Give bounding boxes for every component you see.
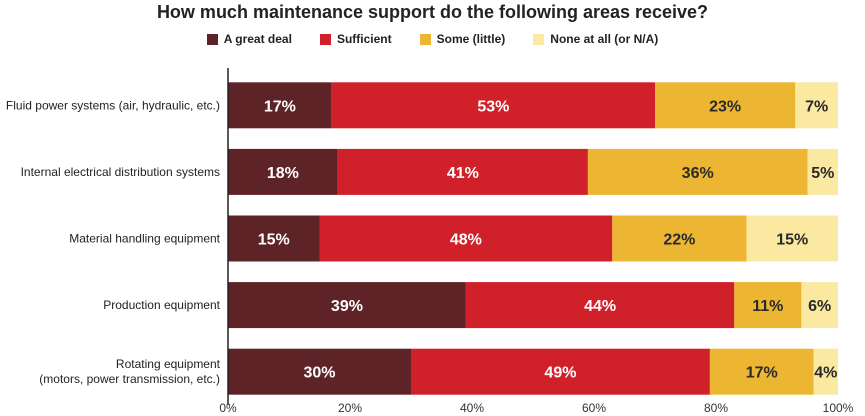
data-label: 17% [746,365,778,382]
data-label: 18% [267,165,299,182]
x-tick-label: 60% [582,401,606,415]
data-label: 44% [584,298,616,315]
data-label: 49% [544,365,576,382]
bar-segment [734,282,802,329]
x-tick-label: 80% [704,401,728,415]
data-label: 7% [805,98,828,115]
data-label: 41% [447,165,479,182]
bar-segment [612,215,747,262]
bar-segment [655,82,796,129]
legend-swatch [533,33,545,45]
legend-item: None at all (or N/A) [533,32,658,46]
bar-segment [587,148,808,195]
bar-segment [801,282,838,329]
data-label: 15% [258,232,290,249]
data-label: 11% [752,298,783,315]
data-label: 30% [303,365,335,382]
data-label: 23% [709,98,741,115]
bar-segment [319,215,613,262]
legend-label: Some (little) [436,32,506,46]
legend-item: A great deal [206,32,292,46]
legend-swatch [319,33,331,45]
chart-title: How much maintenance support do the foll… [156,2,709,22]
data-label: 36% [682,165,714,182]
bar-segment [228,348,411,395]
data-label: 48% [450,232,482,249]
category-label: Material handling equipment [69,232,220,246]
data-label: 39% [331,298,363,315]
bar-segment [813,348,838,395]
data-label: 6% [808,298,831,315]
bar-segment [228,215,320,262]
legend-swatch [206,33,218,45]
bar-segment [807,148,838,195]
x-tick-label: 0% [219,401,237,415]
legend-label: None at all (or N/A) [550,32,659,46]
x-tick-label: 40% [460,401,484,415]
legend-item: Sufficient [319,32,392,46]
bar-segment [331,82,655,129]
data-label: 4% [814,365,837,382]
data-label: 15% [776,232,808,249]
bar-segment [228,148,338,195]
x-tick-label: 100% [823,401,854,415]
bar-segment [411,348,710,395]
bar-segment [709,348,814,395]
bar-segment [228,82,332,129]
bar-segment [337,148,588,195]
bar-segment [795,82,838,129]
bar-segment [228,282,466,329]
legend-item: Some (little) [419,32,506,46]
legend-label: Sufficient [336,32,392,46]
category-label: Internal electrical distribution systems [21,165,220,179]
legend: A great deal Sufficient Some (little) None … [0,32,865,46]
category-label: Fluid power systems (air, hydraulic, etc… [6,98,220,112]
category-label: Production equipment [103,298,220,312]
data-label: 22% [663,232,695,249]
legend-label: A great deal [223,32,292,46]
bar-segment [465,282,735,329]
data-label: 53% [477,98,509,115]
legend-swatch [419,33,431,45]
bar-segment [746,215,838,262]
data-label: 5% [811,165,834,182]
category-label: Rotating equipment (motors, power transmi… [39,357,220,386]
data-label: 17% [264,98,296,115]
x-tick-label: 20% [338,401,362,415]
